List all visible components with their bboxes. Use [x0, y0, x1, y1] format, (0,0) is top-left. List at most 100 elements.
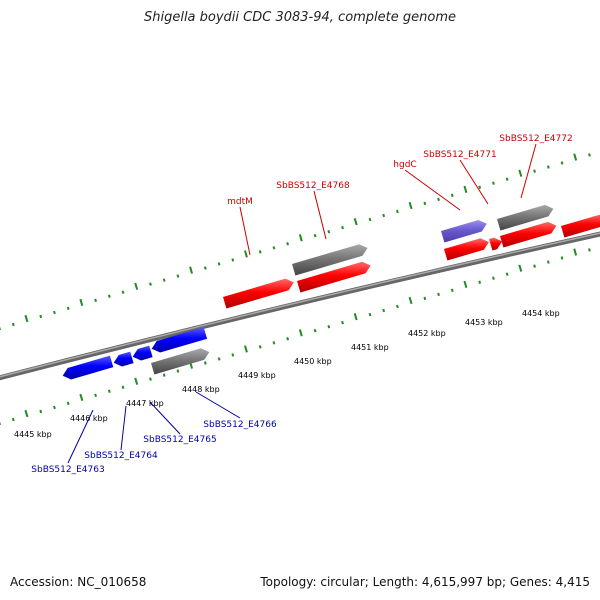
gene-SbBS512_E4765 [132, 345, 153, 361]
inner-ring-tick-minor [286, 337, 290, 341]
inner-ring-tick-minor [258, 345, 262, 349]
feature-layer [62, 204, 600, 380]
inner-ring-tick-major [408, 296, 413, 305]
label-SbBS512_E4764: SbBS512_E4764 [84, 451, 158, 461]
outer-ring-tick-major [24, 314, 29, 323]
outer-ring-tick-minor [588, 153, 591, 157]
inner-ring-tick-minor [162, 373, 166, 377]
outer-ring-tick-minor [382, 213, 386, 218]
label-SbBS512_E4763: SbBS512_E4763 [31, 465, 104, 475]
outer-ring-tick-major [298, 234, 303, 242]
outer-ring-tick-minor [203, 266, 207, 270]
backbone-layer [0, 231, 600, 381]
outer-ring-tick-minor [341, 225, 344, 230]
inner-ring-tick-major [353, 313, 358, 321]
label-SbBS512_E4766: SbBS512_E4766 [203, 420, 277, 430]
inner-ring-tick-minor [53, 405, 56, 410]
inner-ring-tick-major [134, 377, 139, 385]
outer-ring-tick-minor [176, 274, 180, 278]
outer-ring-tick-minor [450, 193, 454, 198]
outer-ring-tick-major [79, 298, 84, 307]
inner-ring-tick-minor [588, 248, 591, 252]
outer-ring-tick-minor [231, 258, 235, 262]
leader-SbBS512_E4766 [195, 391, 241, 419]
label-SbBS512_E4768: SbBS512_E4768 [276, 181, 350, 191]
inner-ring-tick-minor [121, 385, 125, 389]
outer-ring-tick-major [408, 201, 413, 210]
gene-SbBS512_E4766 [151, 327, 208, 353]
label-hgdC: hgdC [393, 160, 416, 170]
accession-label: Accession: NC_010658 [10, 575, 147, 589]
outer-ring-tick-minor [437, 197, 440, 202]
inner-ring-tick-minor [423, 296, 427, 301]
outer-ring-tick-minor [94, 298, 97, 303]
inner-ring-tick-minor [492, 276, 495, 280]
outer-ring-tick-minor [396, 209, 399, 214]
outer-ring-tick-minor [272, 246, 276, 250]
label-mdtM: mdtM [227, 197, 253, 207]
gene-SbBS512_E4763 [62, 355, 114, 380]
outer-ring-tick-minor [11, 322, 15, 327]
inner-ring-tick-minor [217, 357, 221, 361]
inner-ring-tick-minor [11, 417, 15, 422]
inner-ring-tick-major [463, 280, 468, 289]
inner-ring-tick-minor [94, 393, 97, 398]
inner-ring-tick-minor [203, 361, 207, 365]
backbone-line [0, 231, 600, 381]
rna-feature-1 [292, 244, 368, 276]
outer-ring-tick-minor [313, 233, 317, 238]
gene-SbBS512_E4768 [297, 261, 371, 293]
tick-label-4448kbp: 4448 kbp [182, 385, 220, 394]
leader-SbBS512_E4771 [459, 159, 489, 205]
tick-label-4451kbp: 4451 kbp [351, 343, 389, 352]
tick-label-4450kbp: 4450 kbp [294, 357, 332, 366]
inner-ring-tick-minor [149, 377, 152, 381]
outer-ring-tick-minor [149, 282, 152, 286]
outer-ring-tick-minor [505, 177, 509, 181]
inner-ring-tick-minor [176, 369, 180, 373]
outer-ring-tick-minor [39, 314, 43, 319]
inner-ring-tick-minor [505, 272, 509, 276]
inner-ring-tick-minor [396, 304, 399, 309]
inner-ring-tick-minor [341, 320, 344, 325]
outer-ring-tick-major [243, 250, 248, 258]
outer-ring-tick-minor [286, 242, 290, 246]
outer-ring-tick-minor [217, 262, 221, 266]
gene-right-edge [561, 214, 600, 238]
inner-ring-tick-minor [272, 341, 276, 345]
outer-ring-tick-minor [162, 278, 166, 282]
inner-ring-tick-minor [437, 292, 440, 297]
outer-ring-tick-minor [546, 165, 550, 169]
inner-ring-tick-major [243, 345, 248, 353]
inner-ring-tick-minor [231, 353, 235, 357]
tick-label-4454kbp: 4454 kbp [522, 309, 560, 318]
outer-ring-tick-minor [478, 185, 482, 189]
inner-ring-tick-minor [327, 324, 331, 329]
rna-feature-2 [497, 204, 554, 231]
label-SbBS512_E4772: SbBS512_E4772 [499, 134, 572, 144]
outer-ring-tick-minor [258, 250, 262, 254]
outer-ring-tick-minor [66, 306, 70, 311]
inner-ring-tick-major [573, 248, 578, 256]
inner-ring-tick-minor [546, 260, 550, 264]
outer-ring-tick-minor [107, 294, 111, 298]
outer-ring-tick-minor [327, 229, 331, 234]
inner-ring-tick-minor [107, 389, 111, 393]
inner-ring-tick-major [298, 329, 303, 337]
inner-ring-tick-minor [560, 256, 564, 260]
tick-label-4445kbp: 4445 kbp [14, 430, 52, 439]
tick-label-4449kbp: 4449 kbp [238, 371, 276, 380]
outer-ring-tick-major [353, 218, 358, 226]
tick-label-4447kbp: 4447 kbp [126, 399, 164, 408]
inner-ring-tick-minor [450, 288, 454, 293]
outer-ring-tick-major [573, 153, 578, 161]
inner-ring-tick-major [518, 264, 523, 272]
gene-SbBS512_E4764 [113, 351, 134, 367]
outer-ring-tick-major [134, 282, 139, 290]
outer-ring-tick-major [518, 169, 523, 177]
leader-mdtM [239, 206, 251, 256]
tick-layer [0, 153, 591, 425]
inner-ring-tick-minor [66, 401, 70, 406]
gene-hgdC [444, 238, 489, 261]
